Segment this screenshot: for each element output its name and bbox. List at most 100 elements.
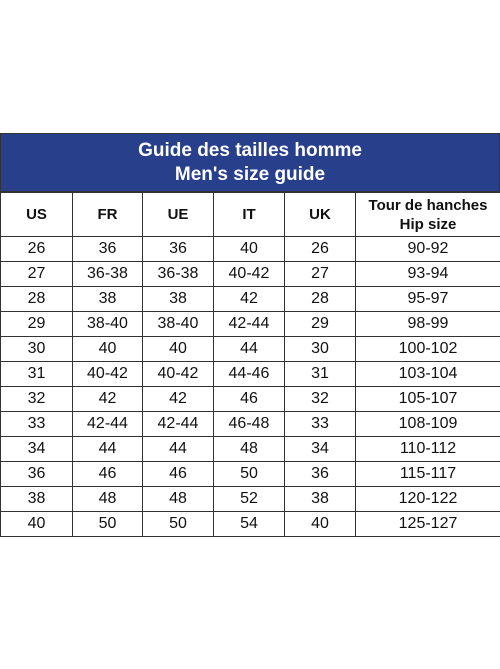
table-cell: 34 <box>0 436 73 462</box>
table-row: 33 42-44 42-44 46-48 33 108-109 <box>0 411 500 437</box>
table-cell: 46 <box>72 461 143 487</box>
table-cell: 103-104 <box>355 361 500 387</box>
table-cell: 46-48 <box>213 411 285 437</box>
table-cell: 38-40 <box>142 311 214 337</box>
table-cell: 36 <box>0 461 73 487</box>
column-header-line: Tour de hanches <box>368 196 488 214</box>
table-cell: 110-112 <box>355 436 500 462</box>
table-cell: 42-44 <box>142 411 214 437</box>
table-cell: 33 <box>0 411 73 437</box>
table-cell: 29 <box>0 311 73 337</box>
table-cell: 115-117 <box>355 461 500 487</box>
column-header: US <box>0 192 73 237</box>
table-cell: 27 <box>0 261 73 287</box>
table-cell: 98-99 <box>355 311 500 337</box>
column-header-line: US <box>26 206 47 223</box>
table-cell: 38 <box>142 286 214 312</box>
table-cell: 30 <box>284 336 356 362</box>
table-cell: 50 <box>142 511 214 537</box>
table-body: 26 36 36 40 26 90-92 27 36-38 36-38 40-42 27 93-94 2… <box>0 236 500 537</box>
table-cell: 42-44 <box>213 311 285 337</box>
size-guide: Guide des tailles homme Men's size guide … <box>0 133 500 537</box>
table-row: 28 38 38 42 28 95-97 <box>0 286 500 312</box>
table-cell: 31 <box>284 361 356 387</box>
table-cell: 52 <box>213 486 285 512</box>
table-cell: 44 <box>142 436 214 462</box>
table-cell: 34 <box>284 436 356 462</box>
table-cell: 28 <box>284 286 356 312</box>
table-cell: 44 <box>72 436 143 462</box>
column-header-line: IT <box>242 206 256 223</box>
table-cell: 36-38 <box>72 261 143 287</box>
table-cell: 48 <box>213 436 285 462</box>
table-cell: 46 <box>142 461 214 487</box>
table-cell: 33 <box>284 411 356 437</box>
title-banner: Guide des tailles homme Men's size guide <box>0 133 500 192</box>
table-cell: 40 <box>284 511 356 537</box>
table-cell: 29 <box>284 311 356 337</box>
table-cell: 50 <box>213 461 285 487</box>
table-cell: 48 <box>142 486 214 512</box>
table-cell: 38 <box>72 286 143 312</box>
table-cell: 26 <box>284 236 356 262</box>
table-cell: 38-40 <box>72 311 143 337</box>
table-row: 30 40 40 44 30 100-102 <box>0 336 500 362</box>
table-cell: 40-42 <box>213 261 285 287</box>
column-header-line: Hip size <box>399 215 457 233</box>
table-cell: 48 <box>72 486 143 512</box>
table-cell: 42 <box>142 386 214 412</box>
table-cell: 40 <box>213 236 285 262</box>
table-row: 31 40-42 40-42 44-46 31 103-104 <box>0 361 500 387</box>
column-header: UE <box>142 192 214 237</box>
table-row: 36 46 46 50 36 115-117 <box>0 461 500 487</box>
table-row: 32 42 42 46 32 105-107 <box>0 386 500 412</box>
table-cell: 32 <box>284 386 356 412</box>
column-header-line: UE <box>167 206 189 223</box>
table-cell: 50 <box>72 511 143 537</box>
table-cell: 40 <box>72 336 143 362</box>
table-row: 38 48 48 52 38 120-122 <box>0 486 500 512</box>
table-cell: 108-109 <box>355 411 500 437</box>
title-line: Guide des tailles homme <box>138 139 362 161</box>
column-header-line: UK <box>309 206 331 223</box>
table-cell: 42 <box>72 386 143 412</box>
column-header: IT <box>213 192 285 237</box>
table-cell: 36 <box>284 461 356 487</box>
table-row: 27 36-38 36-38 40-42 27 93-94 <box>0 261 500 287</box>
size-table: US FR UE IT UK Tour de hanches Hip size 26 36 36… <box>0 192 500 537</box>
table-cell: 90-92 <box>355 236 500 262</box>
header-row: US FR UE IT UK Tour de hanches Hip size <box>0 192 500 237</box>
table-cell: 28 <box>0 286 73 312</box>
table-cell: 40-42 <box>142 361 214 387</box>
table-row: 40 50 50 54 40 125-127 <box>0 511 500 537</box>
table-cell: 93-94 <box>355 261 500 287</box>
title-line: Men's size guide <box>174 163 326 185</box>
table-cell: 36 <box>72 236 143 262</box>
table-cell: 40 <box>0 511 73 537</box>
table-cell: 27 <box>284 261 356 287</box>
table-cell: 105-107 <box>355 386 500 412</box>
column-header: Tour de hanches Hip size <box>355 192 500 237</box>
column-header: UK <box>284 192 356 237</box>
table-cell: 125-127 <box>355 511 500 537</box>
table-cell: 40 <box>142 336 214 362</box>
table-cell: 95-97 <box>355 286 500 312</box>
table-cell: 31 <box>0 361 73 387</box>
table-cell: 120-122 <box>355 486 500 512</box>
table-cell: 44-46 <box>213 361 285 387</box>
table-cell: 30 <box>0 336 73 362</box>
table-row: 29 38-40 38-40 42-44 29 98-99 <box>0 311 500 337</box>
table-cell: 40-42 <box>72 361 143 387</box>
table-row: 26 36 36 40 26 90-92 <box>0 236 500 262</box>
table-row: 34 44 44 48 34 110-112 <box>0 436 500 462</box>
table-cell: 44 <box>213 336 285 362</box>
table-cell: 38 <box>0 486 73 512</box>
table-cell: 42 <box>213 286 285 312</box>
column-header: FR <box>72 192 143 237</box>
table-cell: 26 <box>0 236 73 262</box>
table-cell: 100-102 <box>355 336 500 362</box>
table-cell: 32 <box>0 386 73 412</box>
table-cell: 42-44 <box>72 411 143 437</box>
table-cell: 46 <box>213 386 285 412</box>
